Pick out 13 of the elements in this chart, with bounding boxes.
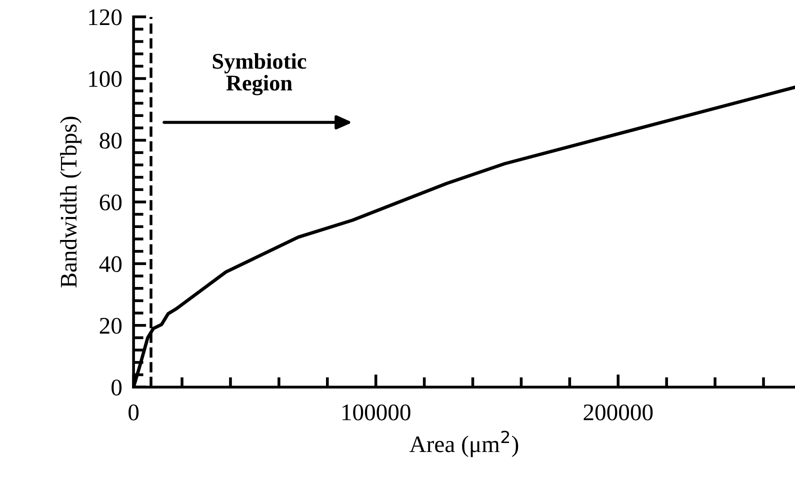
x-tick-label: 100000	[342, 404, 410, 420]
y-tick-label: 20	[100, 318, 122, 334]
x-tick-label: 200000	[584, 404, 653, 420]
y-tick-label: 0	[112, 380, 122, 396]
y-tick-label: 40	[99, 256, 122, 272]
annotation: Symbiotic Region	[212, 53, 306, 96]
y-tick-label: 60	[100, 194, 122, 210]
y-axis-title: Bandwidth (Tbps)	[60, 116, 82, 288]
y-tick-label: 120	[89, 9, 122, 26]
x-tick-label: 0	[128, 404, 139, 420]
x-axis-title: Area (μm$^{2}$)	[410, 430, 518, 458]
y-tick-label: 80	[100, 132, 122, 149]
y-tick-label: 100	[89, 71, 122, 87]
